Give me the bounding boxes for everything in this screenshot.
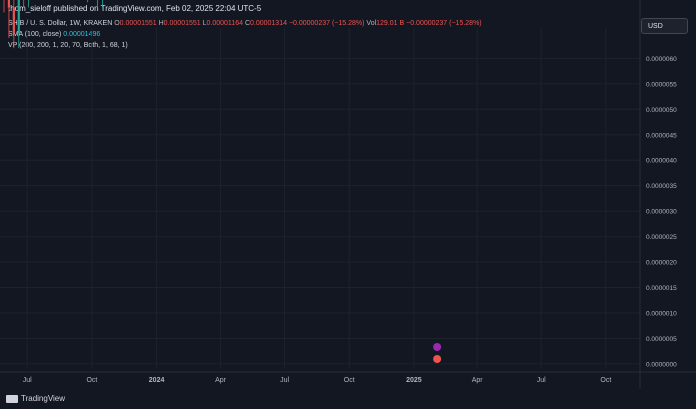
candle-body[interactable] [17,0,20,33]
high-value: 0.00001551 [163,20,201,27]
price-change: −0.00000237 (−15.28%) [288,20,365,27]
volume-change: −0.00000237 (−15.28%) [406,20,482,27]
ohlc-legend: SHIB / U. S. Dollar, 1W, KRAKEN O0.00001… [8,20,482,27]
symbol-title[interactable]: SHIB / U. S. Dollar, 1W, KRAKEN [8,20,113,27]
volume-label: Vol [366,20,377,27]
sma-label: SMA (100, close) [8,31,62,38]
candle-body[interactable] [12,7,15,33]
y-tick-label: 0.0000055 [646,81,677,88]
sma-legend[interactable]: SMA (100, close) 0.00001496 [8,31,100,38]
y-tick-label: 0.0000040 [646,158,677,165]
x-tick-label: Jul [23,377,32,384]
y-tick-label: 0.0000015 [646,285,677,292]
publisher-caption: thom_sieloff published on TradingView.co… [8,4,262,13]
tradingview-logo-icon [6,394,18,403]
close-label: C [244,20,250,27]
y-tick-label: 0.0000025 [646,234,677,241]
high-label: H [158,20,164,27]
y-tick-label: 0.0000000 [646,361,677,368]
close-value: 0.00001314 [250,20,287,27]
y-tick-label: 0.0000035 [646,183,677,190]
x-tick-label: 2024 [149,377,165,384]
x-tick-label: Oct [86,377,97,384]
x-tick-label: Jul [280,377,289,384]
brand-name: TradingView [21,394,66,403]
y-tick-label: 0.0000005 [646,336,677,343]
vp-legend[interactable]: VP (200, 200, 1, 20, 70, Both, 1, 68, 1) [8,42,128,49]
y-tick-label: 0.0000020 [646,260,677,267]
footer-brand: TradingView [6,394,65,403]
currency-button[interactable]: USD [641,18,688,34]
low-value: 0.00001164 [206,20,243,27]
y-tick-label: 0.0000050 [646,107,677,114]
x-tick-label: Oct [600,377,611,384]
y-tick-label: 0.0000010 [646,310,677,317]
low-label: L [202,20,207,27]
x-tick-label: 2025 [406,377,422,384]
open-label: O [114,20,120,27]
vp-label: VP (200, 200, 1, 20, 70, Both, 1, 68, 1) [8,42,128,49]
sma-value: 0.00001496 [63,31,101,38]
x-tick-label: Apr [215,377,227,384]
y-tick-label: 0.0000045 [646,132,677,139]
y-tick-label: 0.0000060 [646,56,677,63]
x-tick-label: Oct [344,377,355,384]
event-icon[interactable] [433,343,442,351]
candle-body[interactable] [7,0,11,8]
x-tick-label: Jul [537,377,546,384]
x-tick-label: Apr [472,377,484,384]
open-value: 0.00001551 [119,20,157,27]
volume-value: 129.01 B [376,20,405,27]
earnings-flag-icon[interactable] [433,355,442,363]
y-tick-label: 0.0000030 [646,209,677,216]
